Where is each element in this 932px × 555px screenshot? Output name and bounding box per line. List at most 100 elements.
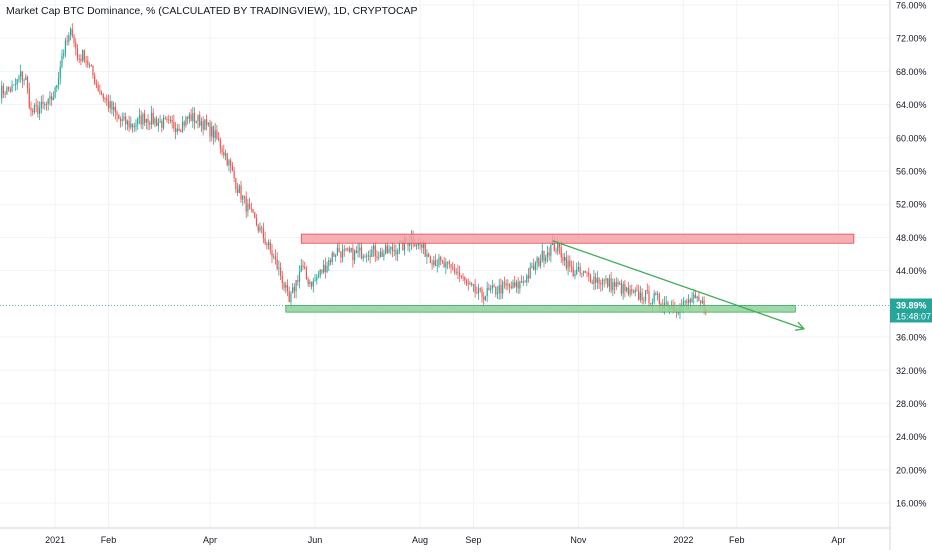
candle-body — [16, 79, 18, 85]
price-axis[interactable]: 76.00% 72.00% 68.00% 64.00% 60.00% 56.00% 52.0… — [896, 0, 927, 508]
candle-body — [584, 271, 586, 273]
candle-body — [42, 101, 44, 105]
y-tick-label: 28.00% — [896, 399, 927, 409]
candle-body — [381, 251, 383, 257]
candle-body — [200, 121, 203, 126]
candle-body — [168, 119, 170, 121]
x-tick-label: 2021 — [45, 535, 65, 545]
candle-body — [638, 290, 640, 300]
candle-body — [6, 87, 8, 95]
last-price-badge: 39.89%15:48:07 — [0, 298, 932, 323]
candle-body — [8, 87, 10, 90]
candle-body — [118, 114, 120, 119]
candle-body — [233, 170, 235, 179]
candle-body — [631, 289, 633, 292]
candle-body — [603, 279, 605, 281]
candle-body — [23, 79, 25, 81]
candle-body — [369, 255, 371, 257]
candle-body — [529, 267, 531, 279]
candle-body — [192, 113, 194, 122]
candle-body — [102, 94, 104, 99]
candle-body — [259, 227, 261, 231]
candle-body — [453, 268, 456, 273]
candle-body — [319, 269, 321, 276]
candle-body — [655, 293, 657, 295]
candle-body — [696, 296, 698, 299]
candle-body — [651, 301, 654, 304]
support-zone[interactable] — [285, 305, 796, 313]
candle-body — [512, 282, 514, 289]
candle-body — [648, 290, 650, 304]
candle-body — [138, 115, 141, 118]
candle-body — [80, 58, 82, 61]
candle-body — [116, 112, 118, 115]
candle-body — [436, 265, 438, 267]
candle-body — [414, 243, 416, 247]
candle-body — [292, 287, 294, 294]
candle-body — [90, 65, 92, 66]
x-tick-label: Feb — [729, 535, 745, 545]
candle-body — [507, 284, 509, 286]
candle-body — [195, 121, 197, 123]
candle-body — [273, 256, 275, 258]
x-tick-label: Feb — [101, 535, 117, 545]
x-tick-label: Jun — [308, 535, 323, 545]
candle-body — [250, 207, 252, 209]
candle-body — [164, 117, 166, 120]
candle-body — [641, 292, 643, 301]
candle-body — [326, 265, 328, 272]
candle-body — [491, 285, 493, 289]
countdown-timer: 15:48:07 — [896, 312, 931, 322]
time-axis[interactable]: 2021 Feb Apr Jun Aug Sep Nov 2022 Feb Apr — [45, 535, 845, 545]
candle-body — [152, 112, 154, 124]
candle-body — [403, 238, 406, 251]
candle-body — [230, 160, 232, 166]
y-tick-label: 44.00% — [896, 266, 927, 276]
candle-body — [376, 256, 378, 258]
trend-line[interactable] — [552, 240, 805, 330]
candle-body — [178, 128, 180, 131]
candle-body — [255, 217, 258, 226]
last-price-badge-bg — [890, 298, 932, 323]
candle-body — [14, 84, 17, 86]
candle-body — [374, 245, 376, 257]
candle-body — [488, 288, 490, 290]
candle-body — [397, 251, 399, 255]
candle-body — [149, 122, 151, 125]
candle-body — [541, 250, 543, 261]
candle-body — [343, 249, 345, 251]
candle-body — [166, 119, 168, 120]
candle-body — [360, 247, 363, 259]
candle-body — [527, 275, 530, 279]
y-tick-label: 36.00% — [896, 333, 927, 343]
candle-body — [261, 227, 263, 229]
candle-body — [159, 121, 161, 123]
candle-body — [386, 245, 388, 253]
annotations[interactable] — [285, 233, 855, 331]
candle-body — [314, 280, 316, 282]
candle-body — [426, 254, 428, 257]
candle-body — [415, 245, 418, 247]
candle-body — [92, 65, 94, 76]
candle-body — [558, 242, 561, 248]
candle-body — [694, 294, 697, 299]
candle-body — [121, 119, 123, 122]
candle-body — [524, 281, 526, 283]
candle-body — [54, 87, 56, 98]
trend-arrow-head[interactable] — [794, 321, 806, 331]
resistance-zone[interactable] — [300, 233, 855, 244]
candle-body — [686, 301, 688, 304]
candle-body — [97, 85, 99, 91]
candle-body — [462, 276, 464, 278]
candle-body — [309, 281, 311, 285]
candle-body — [266, 243, 268, 246]
candle-body — [596, 278, 598, 283]
candle-body — [402, 240, 404, 251]
candle-body — [335, 255, 337, 257]
candle-body — [40, 101, 42, 108]
candle-body — [619, 283, 621, 285]
candle-body — [452, 266, 454, 269]
candle-body — [526, 275, 528, 283]
